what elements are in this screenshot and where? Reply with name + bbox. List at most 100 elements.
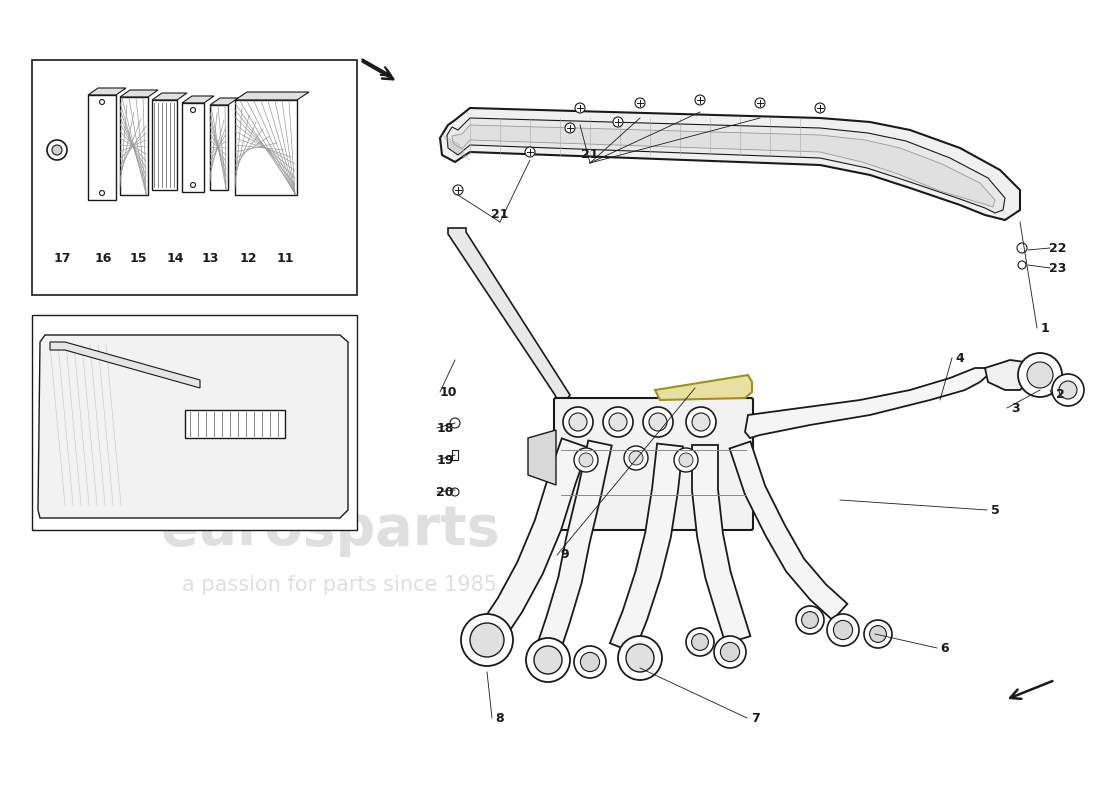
Circle shape [451,488,459,496]
Polygon shape [447,118,1005,213]
Polygon shape [984,360,1030,390]
Polygon shape [39,335,348,518]
Text: 1: 1 [1041,322,1049,334]
Polygon shape [210,98,238,105]
Polygon shape [609,443,683,653]
Polygon shape [210,105,228,190]
Polygon shape [448,228,570,402]
Bar [32,60,357,295]
Circle shape [461,614,513,666]
Circle shape [534,646,562,674]
Text: 11: 11 [276,251,294,265]
Circle shape [695,95,705,105]
Circle shape [1027,362,1053,388]
Circle shape [526,638,570,682]
Circle shape [644,407,673,437]
Circle shape [692,413,710,431]
Polygon shape [235,100,297,195]
Circle shape [802,611,818,629]
Text: 15: 15 [130,251,146,265]
Circle shape [755,98,764,108]
Text: 19: 19 [437,454,453,466]
Circle shape [1018,261,1026,269]
Polygon shape [528,430,556,485]
Bar [185,410,285,438]
Text: 7: 7 [750,711,759,725]
Circle shape [618,636,662,680]
Circle shape [626,644,654,672]
Ellipse shape [1028,367,1050,383]
Text: 23: 23 [1049,262,1067,274]
Circle shape [1018,243,1027,253]
Circle shape [624,446,648,470]
Polygon shape [50,342,200,388]
Circle shape [47,140,67,160]
Circle shape [450,418,460,428]
Text: 21: 21 [492,209,508,222]
Text: 9: 9 [561,549,570,562]
Circle shape [470,623,504,657]
Polygon shape [88,88,126,95]
Text: 8: 8 [496,711,504,725]
Circle shape [1052,374,1084,406]
Circle shape [686,407,716,437]
Circle shape [864,620,892,648]
Circle shape [613,117,623,127]
Text: 6: 6 [940,642,949,654]
Circle shape [1018,353,1062,397]
Text: 20: 20 [437,486,453,498]
Text: 12: 12 [240,251,256,265]
Circle shape [574,646,606,678]
Text: 17: 17 [53,251,70,265]
Text: a passion for parts since 1985: a passion for parts since 1985 [183,575,497,595]
Circle shape [714,636,746,668]
Circle shape [674,448,698,472]
Circle shape [635,98,645,108]
Circle shape [815,103,825,113]
Polygon shape [120,90,158,97]
Circle shape [563,407,593,437]
Circle shape [1059,381,1077,399]
Polygon shape [120,97,148,195]
Circle shape [834,621,852,640]
Circle shape [453,185,463,195]
Text: 2: 2 [1056,389,1065,402]
Text: 18: 18 [437,422,453,434]
Polygon shape [88,95,116,200]
Polygon shape [152,100,177,190]
Polygon shape [440,108,1020,220]
Circle shape [603,407,632,437]
Circle shape [686,628,714,656]
Text: eurosparts: eurosparts [161,503,499,557]
Circle shape [796,606,824,634]
Circle shape [575,103,585,113]
Circle shape [579,453,593,467]
Circle shape [609,413,627,431]
Bar [32,315,357,530]
Polygon shape [235,92,309,100]
Circle shape [629,451,644,465]
Polygon shape [745,368,988,438]
Bar [452,450,458,460]
Circle shape [870,626,887,642]
Polygon shape [452,125,996,207]
Polygon shape [182,96,214,103]
Circle shape [581,653,600,672]
Circle shape [574,448,598,472]
Circle shape [565,123,575,133]
Text: 21: 21 [581,149,598,162]
Polygon shape [537,441,612,654]
Polygon shape [182,103,204,192]
Text: 14: 14 [166,251,184,265]
Polygon shape [152,93,187,100]
Text: 16: 16 [95,251,112,265]
Polygon shape [654,375,752,400]
Circle shape [679,453,693,467]
FancyBboxPatch shape [554,398,754,530]
Text: 10: 10 [439,386,456,398]
Circle shape [569,413,587,431]
Text: 13: 13 [201,251,219,265]
Text: 5: 5 [991,503,1000,517]
Polygon shape [729,442,847,620]
Text: 3: 3 [1011,402,1020,414]
